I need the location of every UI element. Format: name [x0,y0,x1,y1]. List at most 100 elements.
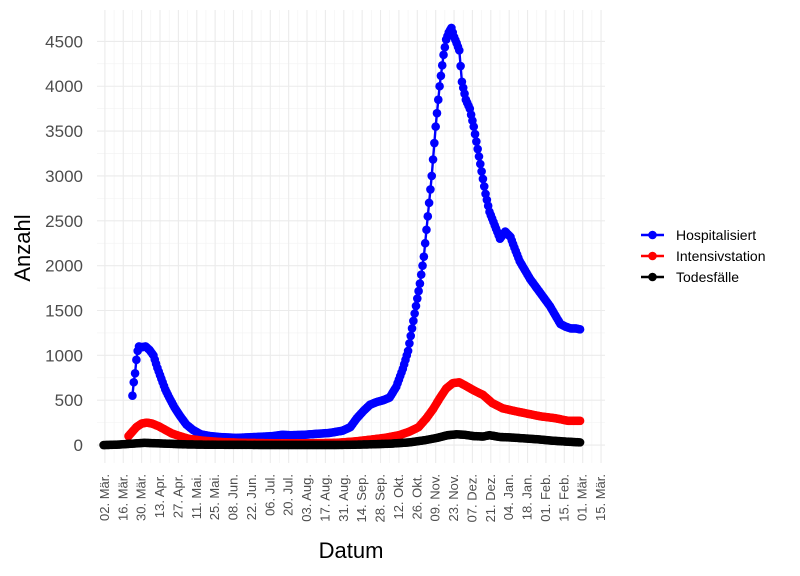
data-point [405,339,414,348]
x-tick-label: 30. Mär. [134,474,149,521]
x-tick-label: 06. Jul. [262,474,277,516]
x-tick-label: 26. Okt. [409,474,424,520]
x-tick-label: 21. Dez. [483,474,498,522]
x-tick-label: 15. Mär. [593,474,608,521]
data-point [477,167,486,176]
data-point [422,225,431,235]
data-point [575,438,585,447]
series-layer [99,23,585,450]
legend-key-point [648,230,657,240]
x-tick-label: 14. Sep. [354,474,369,522]
y-tick-label: 3500 [45,122,83,141]
data-point [424,198,434,208]
data-point [470,129,480,139]
data-point [437,61,447,70]
legend-item: Hospitalisiert [641,227,756,243]
x-axis-title: Datum [319,538,384,563]
x-tick-label: 15. Feb. [556,474,571,522]
x-tick-label: 31. Aug. [336,474,351,522]
x-tick-label: 04. Jan. [501,474,516,520]
x-tick-label: 01. Mär. [575,474,590,521]
data-point [454,46,464,55]
x-tick-label: 23. Nov. [446,474,461,521]
data-point [426,185,435,194]
x-tick-label: 17. Aug. [317,474,332,522]
data-point [431,122,440,131]
x-tick-label: 12. Okt. [391,474,406,520]
data-point [418,261,427,270]
data-point [575,325,585,334]
y-tick-label: 1000 [45,346,83,365]
data-point [469,122,479,131]
data-point [474,152,484,161]
legend-item: Intensivstation [641,248,766,264]
x-tick-label: 07. Dez. [464,474,479,522]
legend-item: Todesfälle [641,269,739,285]
y-tick-label: 4500 [45,32,83,51]
x-tick-label: 25. Mai. [207,474,222,520]
x-tick-label: 18. Jan. [520,474,535,520]
data-point [415,279,425,288]
legend-key-point [648,251,657,261]
data-point [409,316,418,326]
legend-key-point [648,272,657,282]
data-point [403,346,413,356]
data-point [439,50,448,60]
data-point [128,391,137,401]
x-tick-label: 28. Sep. [373,474,388,522]
y-axis-ticks: 0 500 1000 1500 2000 2500 3000 3500 4000 4500 [45,32,83,455]
x-tick-label: 16. Mär. [115,474,130,521]
data-point [412,294,422,303]
data-point [416,270,426,279]
grid-layer [97,10,605,463]
y-tick-label: 0 [74,436,83,455]
x-axis-ticks: 02. Mär. 16. Mär. 30. Mär. 13. Apr. 27. Apr.… [97,474,608,522]
data-point [406,331,416,341]
data-point [132,355,141,365]
data-point [473,144,482,154]
series-todesfälle [99,430,585,450]
data-point [414,286,423,296]
data-point [427,171,437,181]
legend-label: Hospitalisiert [676,227,756,243]
x-tick-label: 20. Jul. [281,474,296,516]
data-point [430,138,439,148]
data-point [428,155,438,164]
data-point [440,42,450,52]
y-tick-label: 3000 [45,167,83,186]
data-point [411,301,421,311]
x-tick-label: 03. Aug. [299,474,314,522]
y-axis-title: Anzahl [10,214,35,281]
data-point [432,108,442,118]
y-tick-label: 500 [55,391,83,410]
data-point [433,95,443,104]
legend-label: Intensivstation [676,248,766,264]
data-point [575,416,585,426]
data-point [410,309,419,318]
data-point [476,159,485,169]
x-tick-label: 22. Jun. [244,474,259,520]
y-tick-label: 2000 [45,257,83,276]
data-point [130,369,140,378]
y-tick-label: 4000 [45,77,83,96]
x-tick-label: 02. Mär. [97,474,112,521]
y-tick-label: 1500 [45,302,83,321]
data-point [419,252,429,261]
x-tick-label: 13. Apr. [152,474,167,518]
data-point [478,174,488,184]
series-line [131,24,581,440]
y-tick-label: 2500 [45,212,83,231]
data-point [407,324,417,333]
x-tick-label: 01. Feb. [538,474,553,522]
x-tick-label: 11. Mai. [189,474,204,519]
data-point [436,71,446,81]
data-point [456,61,465,71]
x-tick-label: 27. Apr. [170,474,185,518]
data-point [479,182,489,191]
legend: Hospitalisiert Intensivstation Todesfälle [641,227,766,285]
data-point [423,212,433,221]
data-point [435,81,444,91]
legend-label: Todesfälle [676,269,739,285]
x-tick-label: 09. Nov. [428,474,443,521]
